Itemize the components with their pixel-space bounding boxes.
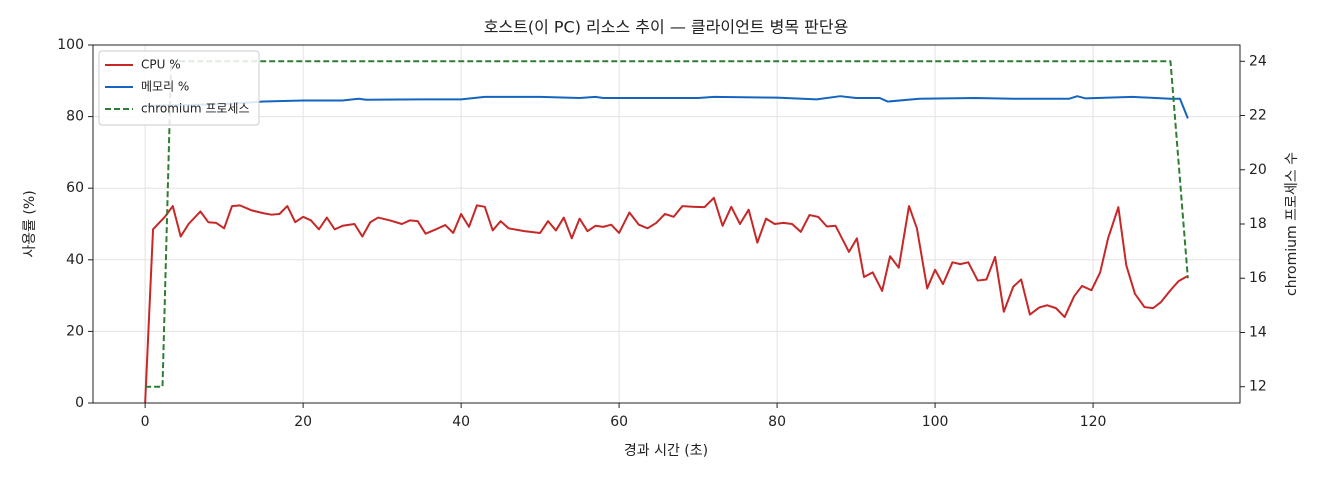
chart-title: 호스트(이 PC) 리소스 추이 — 클라이언트 병목 판단용	[484, 18, 849, 37]
x-tick-label: 40	[452, 414, 470, 430]
series-line	[144, 196, 1189, 404]
legend-label: CPU %	[141, 58, 181, 72]
y2-tick-label: 16	[1249, 270, 1267, 286]
y-axis-label: 사용률 (%)	[22, 190, 38, 257]
legend-label: 메모리 %	[141, 80, 189, 94]
legend-label: chromium 프로세스	[141, 102, 250, 116]
x-tick-label: 20	[294, 414, 312, 430]
plot-frame	[92, 44, 1241, 404]
legend-box	[98, 50, 260, 126]
x-axis-label: 경과 시간 (초)	[624, 443, 708, 459]
y-tick-label: 100	[57, 37, 84, 53]
x-tick-label: 100	[922, 414, 949, 430]
y-tick-label: 0	[75, 395, 84, 411]
y2-tick-label: 22	[1249, 108, 1267, 124]
y2-tick-label: 18	[1249, 216, 1267, 232]
y-tick-label: 80	[66, 109, 84, 125]
y2-tick-label: 14	[1249, 324, 1267, 340]
x-tick-label: 80	[768, 414, 786, 430]
x-tick-label: 60	[610, 414, 628, 430]
y2-tick-label: 12	[1249, 379, 1267, 395]
y-tick-label: 40	[66, 252, 84, 268]
legend: CPU % 메모리 % chromium 프로세스	[98, 50, 260, 126]
y2-tick-label: 20	[1249, 162, 1267, 178]
y2-tick-label: 24	[1249, 53, 1267, 69]
series-line	[145, 95, 1189, 119]
x-tick-label: 0	[141, 414, 150, 430]
y2-axis-label: chromium 프로세스 수	[1284, 152, 1300, 296]
y-tick-label: 20	[66, 323, 84, 339]
y-tick-label: 60	[66, 180, 84, 196]
x-tick-label: 120	[1080, 414, 1107, 430]
